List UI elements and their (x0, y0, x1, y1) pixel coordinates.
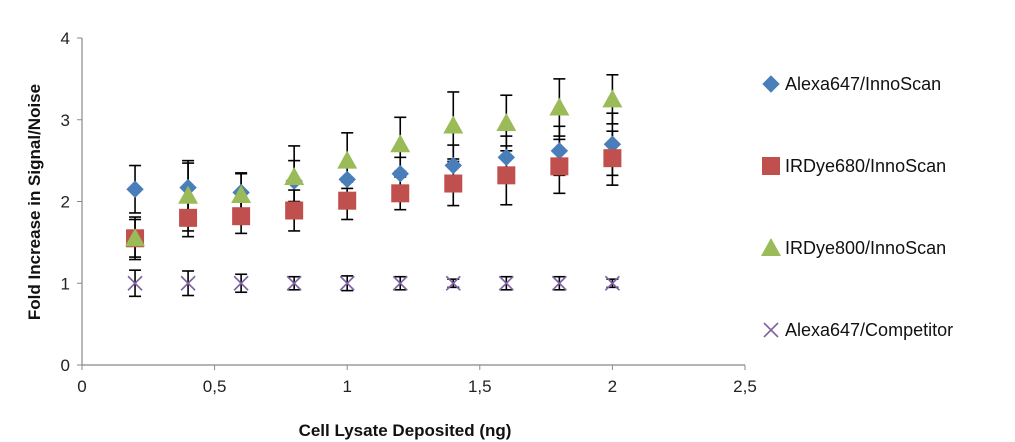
point-alexa647-innoscan (550, 142, 569, 160)
point-irdye680-innoscan (285, 201, 304, 220)
x-tick-label: 2,5 (733, 377, 757, 396)
legend: Alexa647/InnoScan IRDye680/InnoScan IRDye8… (761, 74, 953, 340)
point-alexa647-innoscan (338, 170, 356, 189)
point-alexa647-competitor (127, 275, 143, 291)
point-irdye800-innoscan (390, 134, 411, 153)
y-tick-label: 2 (61, 193, 70, 212)
point-irdye800-innoscan (284, 166, 305, 185)
point-irdye680-innoscan (232, 207, 251, 226)
point-alexa647-competitor (233, 275, 249, 291)
point-irdye800-innoscan (337, 150, 358, 169)
point-irdye680-innoscan (179, 208, 198, 227)
x-marker-stroke (339, 275, 355, 291)
point-alexa647-competitor (392, 275, 408, 291)
point-irdye680-innoscan (603, 149, 622, 168)
legend-marker (762, 75, 780, 93)
x-marker-stroke (392, 275, 408, 291)
legend-item-irdye680-innoscan: IRDye680/InnoScan (762, 156, 946, 176)
point-alexa647-competitor (339, 275, 355, 291)
point-irdye800-innoscan (549, 97, 570, 116)
legend-marker (763, 322, 779, 338)
y-tick-label: 4 (61, 29, 70, 48)
x-marker-stroke (551, 275, 567, 291)
error-bars (129, 73, 619, 298)
x-marker-stroke (604, 275, 620, 291)
point-irdye800-innoscan (443, 115, 464, 134)
x-marker-stroke (127, 275, 143, 291)
point-alexa647-competitor (551, 275, 567, 291)
x-marker-stroke (498, 275, 514, 291)
point-irdye800-innoscan (496, 113, 517, 132)
point-alexa647-competitor (498, 275, 514, 291)
point-alexa647-innoscan (444, 156, 462, 175)
point-irdye680-innoscan (444, 174, 463, 193)
x-marker-stroke (763, 322, 779, 338)
y-tick-label: 1 (61, 274, 70, 293)
legend-label: IRDye680/InnoScan (785, 156, 946, 176)
point-irdye680-innoscan (391, 184, 410, 203)
x-marker-stroke (180, 275, 196, 291)
point-irdye680-innoscan (338, 191, 357, 210)
point-irdye800-innoscan (602, 89, 623, 108)
point-alexa647-innoscan (126, 180, 144, 198)
legend-item-irdye800-innoscan: IRDye800/InnoScan (761, 238, 946, 258)
x-tick-label: 1 (342, 377, 351, 396)
x-axis-title: Cell Lysate Deposited (ng) (299, 421, 512, 440)
legend-label: Alexa647/InnoScan (785, 74, 941, 94)
legend-marker (762, 157, 780, 175)
point-alexa647-competitor (604, 275, 620, 291)
point-irdye800-innoscan (125, 228, 146, 247)
data-points (125, 89, 623, 291)
x-marker-stroke (233, 275, 249, 291)
point-irdye800-innoscan (178, 185, 199, 204)
legend-item-alexa647-innoscan: Alexa647/InnoScan (762, 74, 941, 94)
point-alexa647-innoscan (391, 164, 409, 183)
x-marker-stroke (445, 275, 461, 291)
y-tick-label: 3 (61, 111, 70, 130)
x-tick-label: 1,5 (468, 377, 492, 396)
point-irdye680-innoscan (550, 157, 569, 176)
y-tick-label: 0 (61, 356, 70, 375)
x-tick-label: 0,5 (203, 377, 227, 396)
x-tick-label: 2 (608, 377, 617, 396)
x-marker-stroke (286, 275, 302, 291)
point-irdye680-innoscan (497, 166, 516, 185)
legend-marker (761, 238, 781, 256)
ticks: 0 0,5 1 1,5 2 2,5 0 1 2 3 4 (61, 29, 757, 396)
point-alexa647-innoscan (497, 148, 516, 167)
legend-label: Alexa647/Competitor (785, 320, 953, 340)
y-axis-title: Fold Increase in Signal/Noise (25, 84, 44, 320)
point-irdye800-innoscan (231, 184, 252, 203)
legend-item-alexa647-competitor: Alexa647/Competitor (763, 320, 953, 340)
x-tick-label: 0 (77, 377, 86, 396)
legend-label: IRDye800/InnoScan (785, 238, 946, 258)
point-alexa647-competitor (286, 275, 302, 291)
point-alexa647-competitor (445, 275, 461, 291)
point-alexa647-competitor (180, 275, 196, 291)
